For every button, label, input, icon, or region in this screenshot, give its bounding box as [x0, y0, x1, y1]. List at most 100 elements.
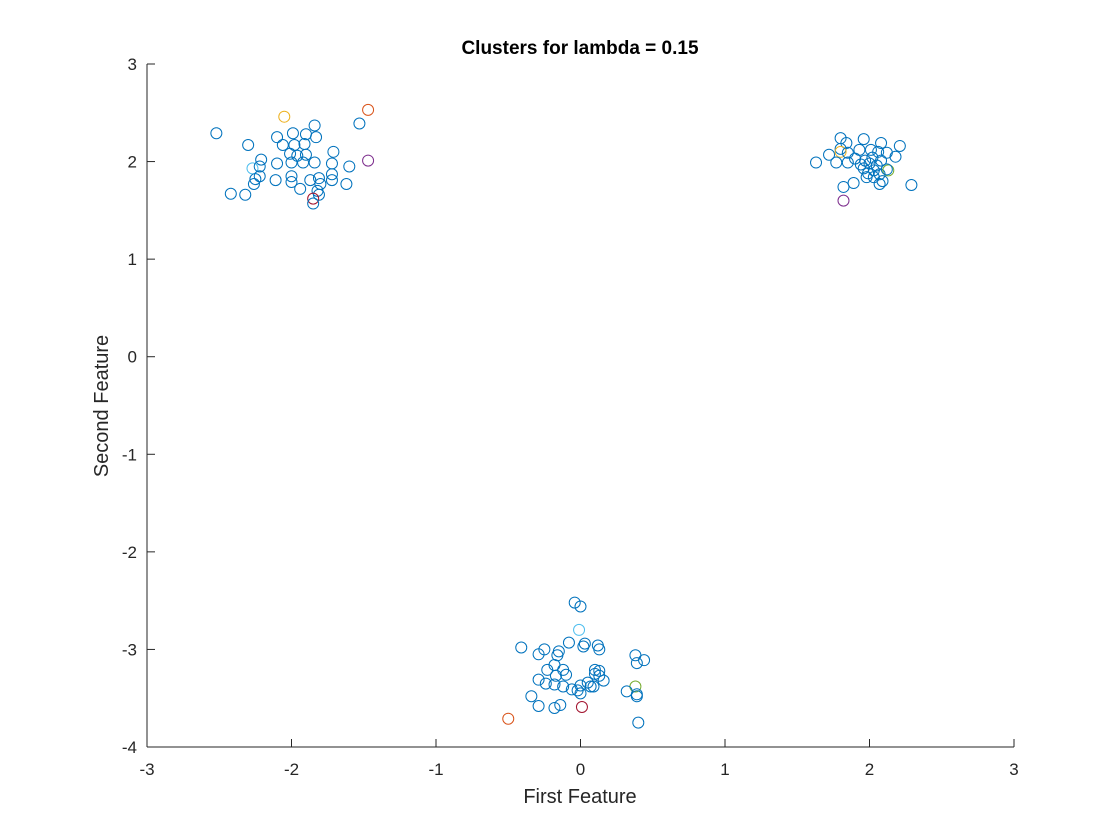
data-point	[630, 690, 643, 703]
data-point	[325, 168, 338, 181]
y-tick-label: 3	[128, 55, 137, 74]
x-tick-label: -2	[284, 760, 299, 779]
data-point	[834, 142, 847, 155]
data-point	[866, 151, 879, 164]
data-point	[632, 716, 645, 729]
data-point	[837, 180, 850, 193]
data-point	[247, 178, 260, 191]
data-point	[284, 147, 297, 160]
data-point	[532, 648, 545, 661]
data-point	[557, 680, 570, 693]
data-point	[578, 637, 591, 650]
data-point	[841, 146, 854, 159]
data-point	[834, 145, 847, 158]
data-point	[224, 187, 237, 200]
data-points	[210, 103, 918, 729]
data-point	[299, 148, 312, 161]
data-point	[307, 197, 320, 210]
x-tick-label: 0	[576, 760, 585, 779]
data-point	[253, 160, 266, 173]
data-point	[554, 699, 567, 712]
data-point	[864, 143, 877, 156]
data-point	[587, 680, 600, 693]
data-point	[574, 687, 587, 700]
data-point	[532, 673, 545, 686]
data-point	[574, 600, 587, 613]
y-tick-label: -3	[122, 640, 137, 659]
data-point	[285, 156, 298, 169]
data-point	[847, 177, 860, 190]
data-point	[875, 137, 888, 150]
data-point	[343, 160, 356, 173]
data-point	[271, 131, 284, 144]
data-point	[278, 110, 291, 123]
y-axis-label: Second Feature	[91, 335, 113, 477]
y-tick-label: 0	[128, 348, 137, 367]
data-point	[549, 669, 562, 682]
data-point	[210, 127, 223, 140]
y-tick-label: 1	[128, 250, 137, 269]
data-point	[889, 150, 902, 163]
data-point	[532, 700, 545, 713]
data-point	[353, 117, 366, 130]
data-point	[571, 684, 584, 697]
y-tick-label: 2	[128, 153, 137, 172]
data-point	[515, 641, 528, 654]
data-point	[876, 175, 889, 188]
x-axis-label: First Feature	[523, 786, 636, 808]
data-point	[312, 172, 325, 185]
data-point	[638, 654, 651, 667]
x-tick-label: -3	[139, 760, 154, 779]
data-point	[584, 680, 597, 693]
data-point	[593, 643, 606, 656]
data-point	[308, 119, 321, 132]
data-point	[249, 173, 262, 186]
data-point	[297, 156, 310, 169]
y-tick-label: -4	[122, 738, 137, 757]
data-point	[325, 174, 338, 187]
data-point	[837, 194, 850, 207]
data-point	[841, 156, 854, 169]
data-point	[269, 174, 282, 187]
data-point	[285, 170, 298, 183]
data-point	[575, 700, 588, 713]
data-point	[239, 188, 252, 201]
data-point	[310, 131, 323, 144]
data-point	[286, 127, 299, 140]
x-tick-label: 1	[720, 760, 729, 779]
data-point	[830, 156, 843, 169]
data-point	[362, 103, 375, 116]
data-point	[860, 171, 873, 184]
data-point	[880, 163, 893, 176]
data-point	[294, 182, 307, 195]
data-point	[577, 640, 590, 653]
y-tick-label: -1	[122, 445, 137, 464]
data-point	[276, 138, 289, 151]
data-point	[597, 674, 610, 687]
x-tick-label: 3	[1009, 760, 1018, 779]
data-point	[308, 156, 321, 169]
data-point	[854, 158, 867, 171]
data-point	[548, 701, 561, 714]
data-point	[285, 176, 298, 189]
data-point	[630, 657, 643, 670]
data-point	[327, 145, 340, 158]
data-point	[539, 677, 552, 690]
data-point	[502, 712, 515, 725]
data-point	[340, 178, 353, 191]
data-point	[304, 174, 317, 187]
data-point	[875, 154, 888, 167]
data-point	[882, 164, 895, 177]
data-point	[893, 139, 906, 152]
data-point	[541, 663, 554, 676]
data-point	[823, 148, 836, 161]
chart-title: Clusters for lambda = 0.15	[461, 38, 698, 59]
data-point	[905, 178, 918, 191]
data-point	[525, 690, 538, 703]
data-point	[307, 192, 320, 205]
data-point	[255, 153, 268, 166]
